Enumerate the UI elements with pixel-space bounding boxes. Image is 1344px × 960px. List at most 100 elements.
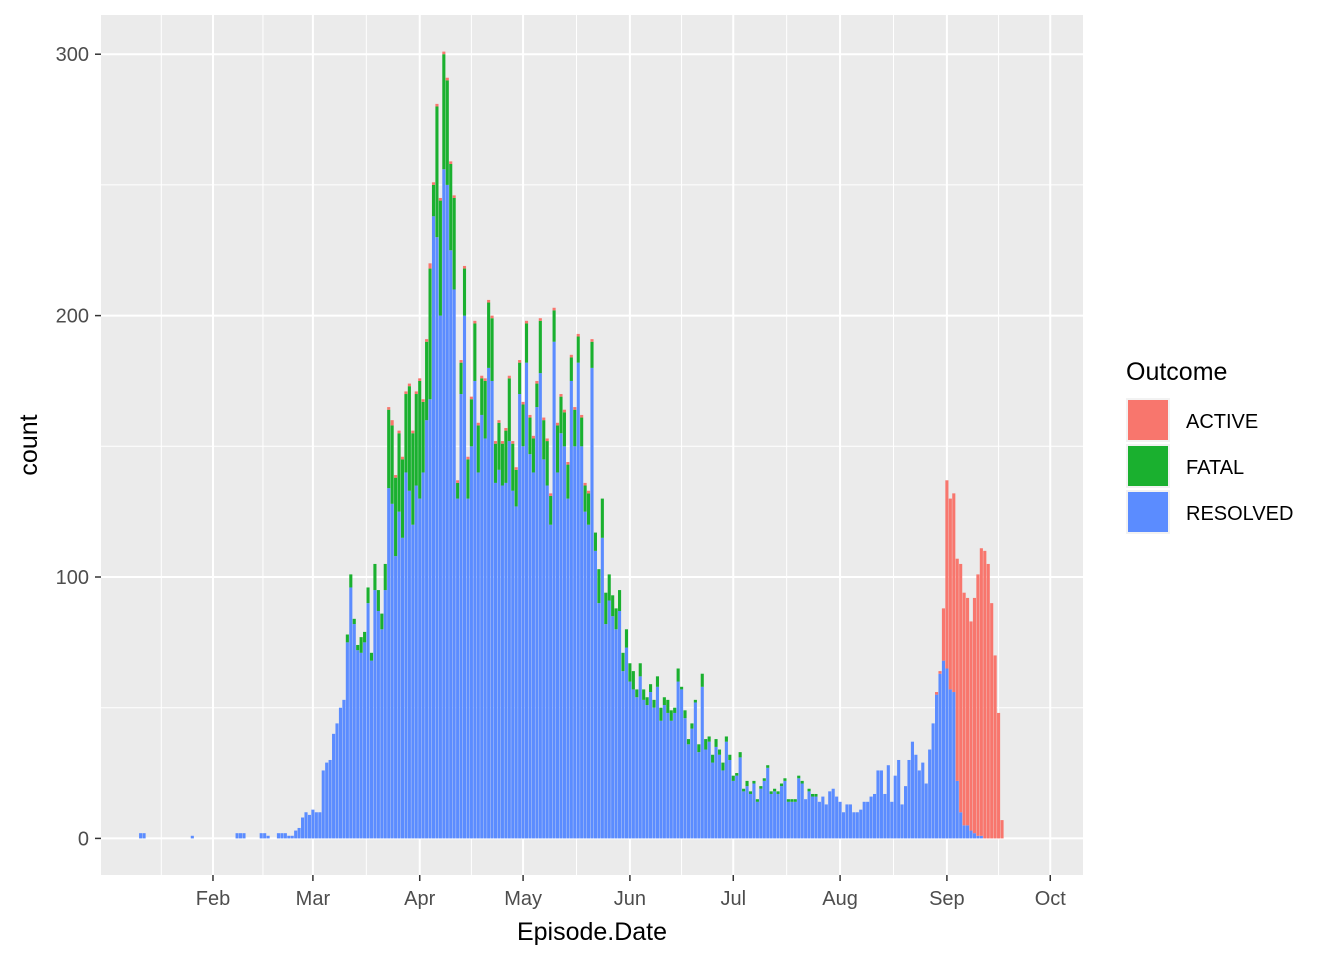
bar-fatal <box>628 663 632 682</box>
bar-resolved <box>714 746 718 839</box>
bar-active <box>452 195 456 198</box>
bar-resolved <box>917 770 921 839</box>
bar-resolved <box>952 692 956 839</box>
bar-fatal <box>400 459 405 538</box>
bar-active <box>411 430 415 434</box>
bar-resolved <box>325 762 329 839</box>
bar-resolved <box>872 793 877 839</box>
bar-resolved <box>497 469 501 839</box>
bar-resolved <box>852 812 856 839</box>
bar-fatal <box>459 362 463 395</box>
bar-fatal <box>507 378 511 442</box>
bar-resolved <box>655 686 660 839</box>
bar-resolved <box>628 681 632 839</box>
x-tick-label: Apr <box>404 888 435 910</box>
bar-resolved <box>524 362 529 839</box>
bar-resolved <box>848 804 852 839</box>
bar-active <box>938 671 942 674</box>
bar-fatal <box>356 644 360 651</box>
bar-resolved <box>583 511 587 839</box>
bar-resolved <box>590 367 594 839</box>
bar-resolved <box>742 791 746 839</box>
bar-fatal <box>542 420 546 460</box>
bar-resolved <box>614 629 618 839</box>
bar-resolved <box>418 498 422 839</box>
bar-resolved <box>786 801 790 839</box>
x-tick-label: Sep <box>929 888 965 910</box>
bar-resolved <box>352 624 356 839</box>
bar-fatal <box>700 673 704 687</box>
bar-resolved <box>321 770 325 839</box>
bar-fatal <box>404 394 408 473</box>
bar-fatal <box>810 793 815 797</box>
bar-resolved <box>411 524 415 839</box>
bar-fatal <box>435 106 439 238</box>
bar-resolved <box>507 441 511 839</box>
bar-fatal <box>538 320 542 374</box>
bar-fatal <box>524 323 529 363</box>
bar-active <box>576 333 580 337</box>
bar-fatal <box>755 799 759 802</box>
bar-active <box>511 441 515 444</box>
bar-fatal <box>363 631 367 643</box>
bar-resolved <box>597 603 601 839</box>
bar-active <box>528 414 532 418</box>
bar-resolved <box>921 762 925 839</box>
bar-resolved <box>276 833 280 839</box>
bar-resolved <box>442 169 446 839</box>
bar-resolved <box>800 783 804 839</box>
x-tick-label: Oct <box>1035 888 1067 910</box>
bar-resolved <box>569 380 573 839</box>
bar-resolved <box>301 817 305 839</box>
bar-fatal <box>411 433 415 525</box>
bar-active <box>962 592 966 826</box>
bar-active <box>414 391 418 395</box>
bar-fatal <box>721 762 725 771</box>
bar-active <box>979 548 983 836</box>
bar-resolved <box>397 511 401 839</box>
y-tick-label: 200 <box>56 306 89 328</box>
bar-fatal <box>714 739 718 747</box>
bar-fatal <box>555 425 560 473</box>
bar-fatal <box>669 710 673 721</box>
bar-active <box>480 375 484 379</box>
bar-active <box>497 420 501 423</box>
bar-resolved <box>576 362 580 839</box>
bar-resolved <box>580 446 584 839</box>
bar-active <box>504 428 508 431</box>
bar-resolved <box>821 796 825 839</box>
bar-fatal <box>662 697 666 706</box>
bar-resolved <box>518 394 522 839</box>
bar-fatal <box>414 394 418 486</box>
bar-fatal <box>624 629 629 648</box>
bar-active <box>462 265 467 269</box>
bar-fatal <box>742 788 746 792</box>
bar-resolved <box>690 728 694 839</box>
bar-resolved <box>297 827 301 839</box>
bar-active <box>538 318 542 321</box>
bar-resolved <box>407 490 411 839</box>
bar-fatal <box>631 671 635 690</box>
bar-fatal <box>462 268 467 316</box>
bar-resolved <box>380 629 384 839</box>
bar-resolved <box>838 801 842 839</box>
bar-fatal <box>566 464 570 499</box>
bar-active <box>421 399 425 402</box>
bar-fatal <box>483 380 487 439</box>
bar-fatal <box>376 590 380 611</box>
bar-active <box>442 51 446 55</box>
bar-fatal <box>545 441 549 486</box>
bar-resolved <box>910 741 914 839</box>
bar-active <box>587 490 591 494</box>
bar-resolved <box>562 446 566 839</box>
bar-active <box>493 441 498 444</box>
bar-fatal <box>442 54 446 170</box>
bar-resolved <box>886 765 890 839</box>
bar-resolved <box>604 624 608 839</box>
bar-active <box>941 608 945 661</box>
bar-resolved <box>835 796 839 839</box>
bar-fatal <box>790 799 794 802</box>
bar-active <box>566 461 570 465</box>
bar-fatal <box>814 793 818 797</box>
bar-fatal <box>480 378 484 415</box>
